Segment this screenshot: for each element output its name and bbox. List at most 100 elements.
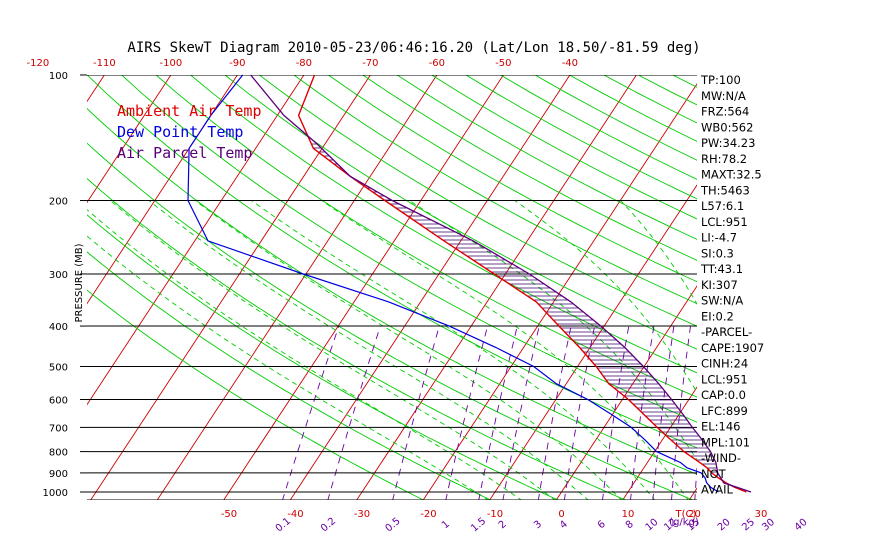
- mixing-ratio-tick-label: 4: [558, 519, 570, 532]
- dry-adiabat-line: [431, 75, 697, 220]
- stability-index-item: MW:N/A: [701, 89, 746, 103]
- moist-adiabat-line: [321, 200, 689, 500]
- stability-index-item: WB0:562: [701, 120, 753, 134]
- isotherm-line: [555, 285, 697, 500]
- stability-index-item: -WIND-: [701, 451, 741, 465]
- isotherm-line: [87, 75, 105, 103]
- ambient-series-line: [297, 74, 747, 493]
- stability-index-item: RH:78.2: [701, 152, 747, 166]
- dry-adiabat-line: [87, 214, 560, 500]
- legend-entry: Air Parcel Temp: [117, 144, 252, 162]
- isotherm-line: [489, 184, 697, 500]
- stability-index-item: LFC:899: [701, 404, 748, 418]
- mixing-ratio-line: [478, 325, 518, 500]
- top-temp-tick-label: -50: [495, 58, 511, 69]
- mixing-ratio-line: [770, 326, 778, 501]
- dry-adiabat-line: [362, 75, 697, 261]
- mixing-ratio-tick-label: 1: [440, 519, 452, 532]
- dry-adiabat-line: [811, 75, 870, 501]
- moist-adiabat-line: [87, 235, 489, 500]
- pressure-tick-label: 500: [49, 362, 68, 373]
- mixing-ratio-tick-label: 10: [644, 517, 661, 534]
- pressure-tick-label: 400: [49, 322, 68, 333]
- stability-index-item: MAXT:32.5: [701, 168, 762, 182]
- stability-index-item: -PARCEL-: [701, 325, 752, 339]
- stability-index-item: EI:0.2: [701, 309, 734, 323]
- legend-entry: Ambient Air Temp: [117, 102, 262, 120]
- dry-adiabat-line: [190, 75, 697, 374]
- stability-index-item: AVAIL: [701, 483, 734, 497]
- isotherm-line: [156, 75, 438, 500]
- bottom-temp-tick-label: 0: [558, 509, 564, 520]
- dry-adiabat-line: [396, 75, 697, 240]
- stability-index-item: SI:0.3: [701, 246, 734, 260]
- temp-axis-unit: T(C): [675, 509, 697, 520]
- cape-hatching: [311, 143, 718, 473]
- isotherm-line: [87, 75, 305, 406]
- pressure-tick-label: 900: [49, 469, 68, 480]
- bottom-temp-tick-label: -50: [221, 509, 237, 520]
- top-temp-tick-label: -90: [229, 58, 245, 69]
- bottom-temp-tick-label: -40: [287, 509, 303, 520]
- stability-index-item: SW:N/A: [701, 294, 743, 308]
- isotherm-line: [356, 75, 637, 500]
- mixing-ratio-line: [282, 325, 340, 500]
- stability-index-item: CINH:24: [701, 357, 748, 371]
- mixing-ratio-axis-unit: (g/kg): [669, 517, 699, 528]
- pressure-tick-label: 700: [49, 423, 68, 434]
- mixing-ratio-tick-label: 0.5: [383, 516, 402, 535]
- mixing-ratio-line: [392, 325, 440, 500]
- y-axis-label: PRESSURE (MB): [74, 243, 85, 322]
- dry-adiabat-line: [87, 177, 627, 500]
- stability-index-item: PW:34.23: [701, 136, 755, 150]
- mixing-ratio-tick-label: 1.5: [469, 516, 488, 535]
- stability-index-item: FRZ:564: [701, 105, 749, 119]
- mixing-ratio-tick-label: 40: [793, 517, 810, 534]
- mixing-ratio-tick-label: 0.2: [319, 516, 338, 535]
- moist-adiabat-line: [148, 200, 589, 500]
- dry-adiabat-line: [293, 75, 697, 305]
- mixing-ratio-line: [502, 326, 540, 500]
- dry-adiabat-line: [87, 289, 425, 500]
- moist-adiabat-line: [195, 200, 623, 500]
- moist-adiabat-line: [408, 200, 697, 461]
- moist-adiabat-line: [110, 200, 556, 500]
- dry-adiabat-line: [87, 108, 697, 475]
- top-temp-tick-label: -110: [93, 58, 116, 69]
- bottom-temp-tick-label: -20: [420, 509, 436, 520]
- stability-index-item: TP:100: [700, 73, 741, 87]
- mixing-ratio-line: [563, 326, 596, 500]
- bottom-temp-tick-label: 30: [755, 509, 768, 520]
- top-temp-tick-label: -40: [562, 58, 578, 69]
- dry-adiabat-line: [87, 142, 695, 500]
- parcel-series-line: [250, 74, 752, 493]
- moist-adiabat-line: [251, 200, 656, 500]
- dry-adiabat-line: [742, 75, 870, 501]
- mixing-ratio-line: [537, 326, 572, 500]
- top-temp-tick-label: -60: [429, 58, 445, 69]
- dry-adiabat-line: [500, 75, 697, 180]
- mixing-ratio-line: [694, 462, 697, 500]
- legend-entry: Dew Point Temp: [117, 123, 243, 141]
- mixing-ratio-tick-label: 3: [532, 519, 544, 532]
- stability-index-item: KI:307: [701, 278, 738, 292]
- dry-adiabat-line: [845, 75, 870, 501]
- pressure-tick-label: 200: [49, 197, 68, 208]
- isotherm-line: [755, 66, 870, 501]
- top-temp-tick-label: -100: [160, 58, 183, 69]
- stability-index-item: CAP:0.0: [701, 388, 746, 402]
- mixing-ratio-line: [602, 326, 630, 500]
- mixing-ratio-line: [327, 325, 381, 500]
- dry-adiabat-line: [87, 251, 492, 500]
- dry-adiabat-line: [328, 75, 697, 283]
- mixing-ratio-line: [652, 326, 675, 500]
- isotherm-line: [90, 75, 371, 500]
- bottom-temp-tick-label: 20: [688, 509, 701, 520]
- mixing-ratio-line: [803, 326, 808, 501]
- bottom-temp-tick-label: -30: [354, 509, 370, 520]
- stability-index-item: LI:-4.7: [701, 231, 737, 245]
- stability-index-item: MPL:101: [701, 435, 750, 449]
- dry-adiabat-line: [155, 75, 697, 398]
- top-temp-tick-label: -120: [27, 58, 50, 69]
